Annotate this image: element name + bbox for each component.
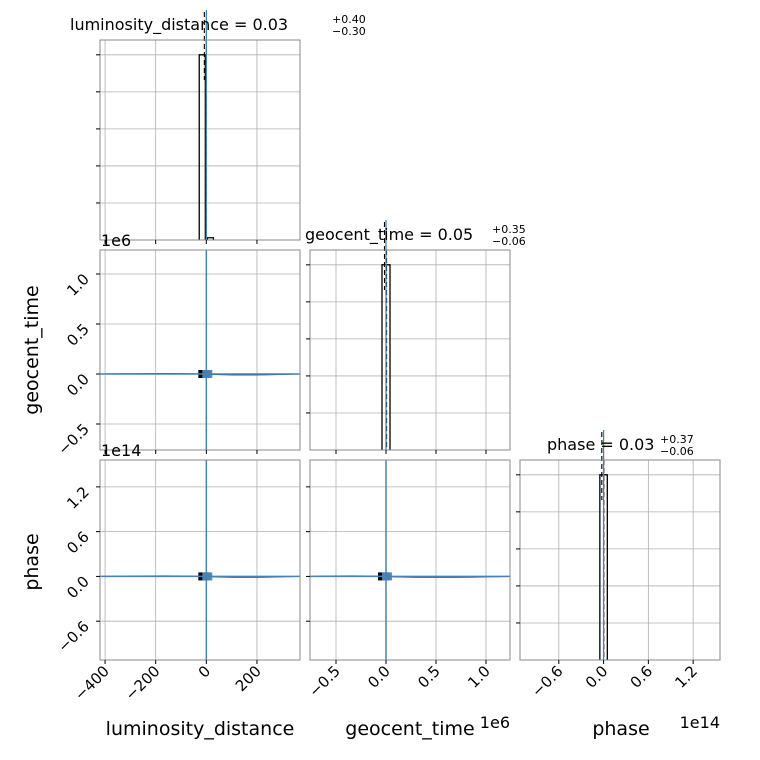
x-axis-label: luminosity_distance xyxy=(106,718,295,740)
axes-frame xyxy=(99,459,301,661)
truth-marker xyxy=(202,370,211,378)
x-tick-label: −0.6 xyxy=(528,662,566,700)
axes-frame xyxy=(309,249,511,451)
x-tick-label: 0.5 xyxy=(414,662,444,692)
x-tick-label: 0.0 xyxy=(582,662,612,692)
title-lower-error: −0.30 xyxy=(332,25,366,38)
y-offset-label: 1e6 xyxy=(101,231,131,250)
y-tick-label: 0.5 xyxy=(63,320,93,350)
y-offset-label: 1e14 xyxy=(101,441,141,460)
x-tick-label: −0.5 xyxy=(305,662,343,700)
y-tick-label: 0.0 xyxy=(63,370,93,400)
title-lower-error: −0.06 xyxy=(660,445,694,458)
axes-frame xyxy=(99,39,301,241)
title-lower-error: −0.06 xyxy=(492,235,526,248)
x-tick-label: 200 xyxy=(232,662,265,695)
y-tick-label: 1.2 xyxy=(63,483,93,513)
axes-frame xyxy=(519,459,721,661)
x-tick-label: 0.6 xyxy=(627,662,657,692)
x-tick-label: −200 xyxy=(122,662,164,704)
y-tick-label: 0.6 xyxy=(63,528,93,558)
histogram-title: phase = 0.03 xyxy=(547,435,654,454)
x-tick-label: 1.0 xyxy=(464,662,494,692)
y-tick-label: −0.6 xyxy=(54,617,92,655)
y-tick-label: 0.0 xyxy=(63,573,93,603)
axes-frame xyxy=(99,249,301,451)
title-upper-error: +0.35 xyxy=(492,223,526,236)
x-tick-label: −400 xyxy=(71,662,113,704)
x-offset-label: 1e6 xyxy=(480,713,510,732)
histogram-bar xyxy=(206,237,215,240)
x-tick-label: 0.0 xyxy=(364,662,394,692)
title-upper-error: +0.37 xyxy=(660,433,694,446)
axes-frame xyxy=(309,459,511,661)
x-axis-label: phase xyxy=(592,718,649,740)
truth-marker xyxy=(382,572,390,581)
truth-marker xyxy=(202,572,211,581)
y-tick-label: 1.0 xyxy=(63,270,93,300)
x-tick-label: 1.2 xyxy=(671,662,701,692)
y-tick-label: −0.5 xyxy=(54,420,92,458)
y-axis-label: geocent_time xyxy=(21,285,43,414)
y-axis-label: phase xyxy=(21,533,43,590)
x-tick-label: 0 xyxy=(195,662,214,681)
histogram-title: geocent_time = 0.05 xyxy=(305,225,473,245)
histogram-bar xyxy=(198,54,206,240)
x-axis-label: geocent_time xyxy=(345,718,474,740)
x-offset-label: 1e14 xyxy=(680,713,720,732)
histogram-title: luminosity_distance = 0.03 xyxy=(70,15,288,35)
title-upper-error: +0.40 xyxy=(332,13,366,26)
